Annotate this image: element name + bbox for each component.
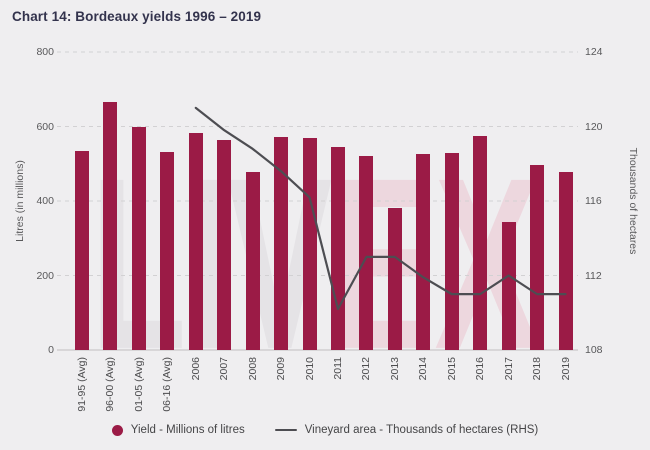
yield-bar-2015 [444, 152, 459, 350]
vineyard-legend-line-icon [274, 428, 297, 432]
vineyard-legend-label: Vineyard area - Thousands of hectares (R… [304, 424, 539, 436]
yield-bar-2012 [359, 156, 374, 350]
yield-bar-2014 [416, 154, 431, 350]
legend-item-vineyard: Vineyard area - Thousands of hectares (R… [274, 424, 539, 436]
x-axis-label: 91-95 (Avg) [76, 357, 88, 412]
yield-bar-2017 [501, 221, 516, 350]
right-axis-title: Thousands of hectares [627, 147, 639, 255]
yield-bar-2006 [188, 132, 203, 350]
x-axis-label: 2012 [360, 357, 373, 381]
chart-title: Chart 14: Bordeaux yields 1996 – 2019 [12, 9, 262, 24]
yield-bar-2010 [302, 138, 317, 350]
x-axis-label: 2007 [218, 357, 231, 381]
x-axis-label: 2016 [474, 357, 487, 381]
x-axis-label: 2013 [388, 357, 401, 381]
right-tick-label: 116 [585, 195, 602, 207]
x-axis-label: 2018 [531, 357, 544, 381]
x-axis-label: 2009 [275, 357, 288, 381]
yield-bar-96-00-avg- [103, 102, 118, 350]
left-tick-label: 400 [36, 195, 54, 207]
left-tick-label: 600 [36, 120, 54, 133]
yield-bar-91-95-avg- [75, 151, 89, 350]
left-tick-label: 200 [36, 269, 54, 282]
yield-bar-2018 [530, 164, 545, 350]
yield-bar-2019 [558, 171, 573, 350]
left-tick-label: 0 [48, 344, 54, 356]
x-axis-label: 2006 [189, 357, 202, 381]
right-tick-label: 120 [585, 120, 603, 133]
left-axis-title: Litres (in millions) [14, 160, 26, 242]
yield-bar-01-05-avg- [131, 126, 146, 350]
yield-legend-dot-icon [111, 424, 123, 436]
x-axis-label: 2017 [502, 357, 515, 381]
x-axis-label: 01-05 (Avg) [132, 357, 145, 412]
x-axis-label: 2015 [445, 357, 458, 381]
x-axis-label: 2011 [331, 357, 344, 380]
right-tick-label: 124 [585, 46, 603, 58]
x-axis-label: 2008 [246, 357, 259, 381]
right-tick-label: 108 [585, 344, 603, 356]
left-tick-label: 800 [36, 46, 54, 58]
yield-bar-2011 [330, 147, 345, 350]
yield-bar-2007 [217, 139, 232, 350]
yield-legend-label: Yield - Millions of litres [130, 424, 245, 436]
yield-bar-06-16-avg- [160, 152, 175, 350]
yield-bar-2009 [274, 136, 289, 350]
right-tick-label: 112 [585, 269, 602, 282]
x-axis-label: 2010 [303, 357, 316, 381]
x-axis-label: 96-00 (Avg) [104, 357, 117, 412]
yield-bar-2016 [473, 135, 488, 350]
legend-item-yield: Yield - Millions of litres [111, 424, 245, 436]
yield-bar-2013 [387, 208, 402, 350]
x-axis-label: 06-16 (Avg) [161, 357, 174, 412]
yield-bar-2008 [245, 172, 260, 350]
x-axis-label: 2019 [559, 357, 572, 381]
x-axis-label: 2014 [417, 357, 430, 381]
legend: Yield - Millions of litres Vineyard area… [0, 424, 650, 436]
watermark-liv-text: LIV [90, 127, 332, 401]
